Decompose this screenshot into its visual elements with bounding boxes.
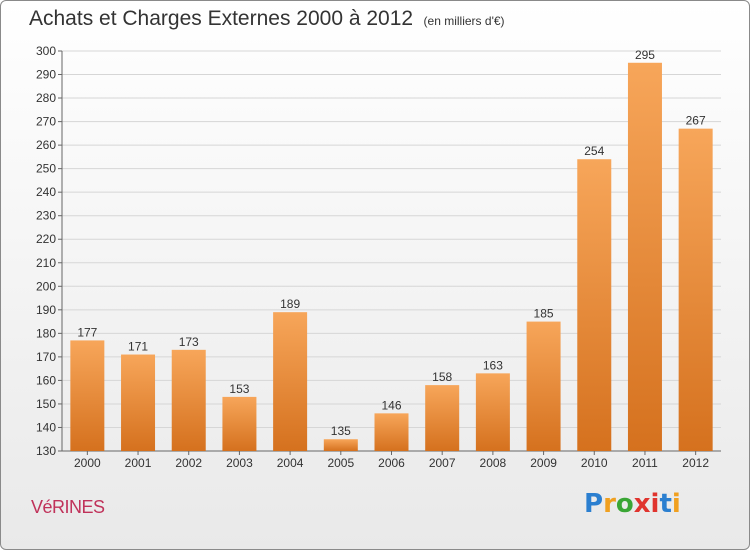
bar-value-label: 135	[331, 424, 351, 438]
bar-value-label: 267	[686, 114, 706, 128]
chart-title: Achats et Charges Externes 2000 à 2012 (…	[29, 7, 505, 31]
bar-2004	[273, 312, 308, 451]
bar-2012	[678, 128, 713, 451]
bar-value-label: 158	[432, 370, 452, 384]
logo-letter: i	[650, 489, 660, 519]
bar-value-label: 173	[179, 335, 199, 349]
bar-value-label: 185	[534, 307, 554, 321]
logo-letter: r	[603, 489, 616, 519]
logo-letter: P	[584, 489, 604, 519]
y-tick-label: 290	[36, 68, 56, 82]
x-tick-label: 2007	[429, 456, 456, 470]
x-tick-label: 2011	[632, 456, 658, 470]
bar-2011	[627, 62, 662, 451]
bar-value-label: 146	[381, 398, 401, 412]
x-tick-label: 2000	[74, 456, 101, 470]
bar-2005	[323, 439, 358, 451]
bars	[70, 62, 713, 451]
bar-2003	[222, 396, 257, 451]
x-tick-label: 2002	[175, 456, 202, 470]
x-tick-label: 2008	[480, 456, 507, 470]
y-tick-label: 130	[36, 444, 56, 458]
bar-2006	[374, 413, 409, 451]
chart-title-text: Achats et Charges Externes 2000 à 2012	[29, 7, 414, 30]
logo-letter: o	[615, 489, 634, 519]
bar-value-label: 171	[128, 340, 148, 354]
bar-2000	[70, 340, 105, 451]
y-tick-label: 210	[36, 256, 56, 270]
y-tick-label: 300	[36, 44, 56, 58]
bar-2010	[577, 159, 612, 451]
y-tick-label: 140	[36, 420, 56, 434]
y-tick-label: 280	[36, 91, 56, 105]
bar-value-label: 295	[635, 48, 655, 62]
x-tick-label: 2003	[226, 456, 253, 470]
bar-value-label: 189	[280, 297, 300, 311]
y-tick-label: 200	[36, 279, 56, 293]
y-tick-label: 170	[36, 350, 56, 364]
labels: 177 2000 171 2001 173 2002 153 2003 189 2004 135 20…	[74, 48, 709, 470]
bar-2008	[475, 373, 510, 451]
y-tick-label: 150	[36, 397, 56, 411]
y-tick-label: 240	[36, 185, 56, 199]
commune-name: VéRINES	[31, 497, 105, 517]
y-tick-label: 270	[36, 115, 56, 129]
bar-value-label: 163	[483, 358, 503, 372]
bar-value-label: 153	[229, 382, 249, 396]
y-tick-label: 250	[36, 162, 56, 176]
x-tick-label: 2009	[530, 456, 557, 470]
y-tick-label: 260	[36, 138, 56, 152]
bar-2007	[425, 385, 460, 451]
logo-letter: t	[659, 489, 672, 519]
x-tick-label: 2005	[327, 456, 354, 470]
x-tick-label: 2012	[682, 456, 709, 470]
logo-letter: i	[671, 489, 681, 519]
bar-value-label: 177	[77, 325, 97, 339]
x-tick-label: 2004	[277, 456, 304, 470]
grid-lines	[62, 50, 721, 428]
x-tick-label: 2006	[378, 456, 405, 470]
x-tick-label: 2001	[125, 456, 152, 470]
y-tick-label: 180	[36, 326, 56, 340]
logo-letter: x	[633, 489, 651, 519]
bar-value-label: 254	[584, 144, 604, 158]
bar-2009	[526, 321, 561, 451]
proxiti-logo[interactable]: Proxiti	[584, 489, 681, 519]
y-tick-label: 160	[36, 373, 56, 387]
y-tick-label: 190	[36, 303, 56, 317]
chart-unit: (en milliers d'€)	[423, 14, 505, 28]
bar-2002	[171, 349, 206, 451]
bar-2001	[121, 354, 156, 451]
y-tick-label: 230	[36, 209, 56, 223]
y-tick-label: 220	[36, 232, 56, 246]
x-tick-label: 2010	[581, 456, 608, 470]
